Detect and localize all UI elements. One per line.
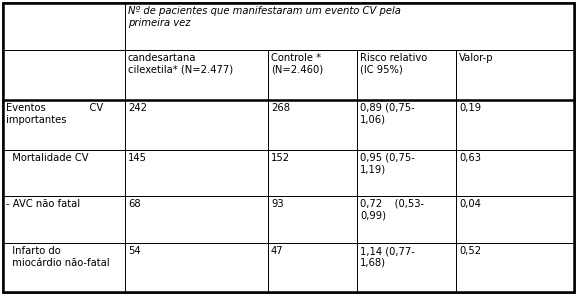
Text: Valor-p: Valor-p [459, 53, 493, 63]
Text: 0,72    (0,53-
0,99): 0,72 (0,53- 0,99) [360, 199, 424, 221]
Bar [125, 50, 268, 100]
Bar [3, 150, 125, 196]
Bar [456, 150, 574, 196]
Bar [268, 196, 357, 243]
Bar [125, 100, 268, 150]
Bar [125, 150, 268, 196]
Text: 47: 47 [271, 246, 283, 256]
Bar [357, 243, 456, 292]
Bar [3, 243, 125, 292]
Bar [268, 100, 357, 150]
Bar [456, 243, 574, 292]
Bar [3, 100, 125, 150]
Bar [456, 100, 574, 150]
Text: 0,19: 0,19 [459, 103, 481, 113]
Text: Nº de pacientes que manifestaram um evento CV pela
primeira vez: Nº de pacientes que manifestaram um even… [128, 6, 401, 28]
Text: Controle *
(N=2.460): Controle * (N=2.460) [271, 53, 323, 75]
Text: 0,95 (0,75-
1,19): 0,95 (0,75- 1,19) [360, 153, 415, 175]
Bar [357, 196, 456, 243]
Text: Infarto do
  miocárdio não-fatal: Infarto do miocárdio não-fatal [6, 246, 110, 268]
Bar [125, 3, 574, 50]
Bar [125, 196, 268, 243]
Bar [456, 50, 574, 100]
Bar [3, 3, 125, 50]
Text: 0,52: 0,52 [459, 246, 481, 256]
Text: 1,14 (0,77-
1,68): 1,14 (0,77- 1,68) [360, 246, 415, 268]
Text: candesartana
cilexetila* (N=2.477): candesartana cilexetila* (N=2.477) [128, 53, 233, 75]
Bar [125, 243, 268, 292]
Bar [268, 150, 357, 196]
Bar [3, 50, 125, 100]
Text: 242: 242 [128, 103, 147, 113]
Text: 0,89 (0,75-
1,06): 0,89 (0,75- 1,06) [360, 103, 415, 125]
Text: 68: 68 [128, 199, 141, 209]
Bar [268, 50, 357, 100]
Text: 54: 54 [128, 246, 141, 256]
Text: Mortalidade CV: Mortalidade CV [6, 153, 89, 163]
Bar [357, 50, 456, 100]
Text: 152: 152 [271, 153, 290, 163]
Bar [268, 243, 357, 292]
Text: Risco relativo
(IC 95%): Risco relativo (IC 95%) [360, 53, 427, 75]
Bar [357, 100, 456, 150]
Text: 93: 93 [271, 199, 283, 209]
Text: 0,04: 0,04 [459, 199, 481, 209]
Text: - AVC não fatal: - AVC não fatal [6, 199, 80, 209]
Bar [456, 196, 574, 243]
Text: 0,63: 0,63 [459, 153, 481, 163]
Text: Eventos              CV
importantes: Eventos CV importantes [6, 103, 103, 125]
Text: 145: 145 [128, 153, 147, 163]
Text: 268: 268 [271, 103, 290, 113]
Bar [357, 150, 456, 196]
Bar [3, 196, 125, 243]
